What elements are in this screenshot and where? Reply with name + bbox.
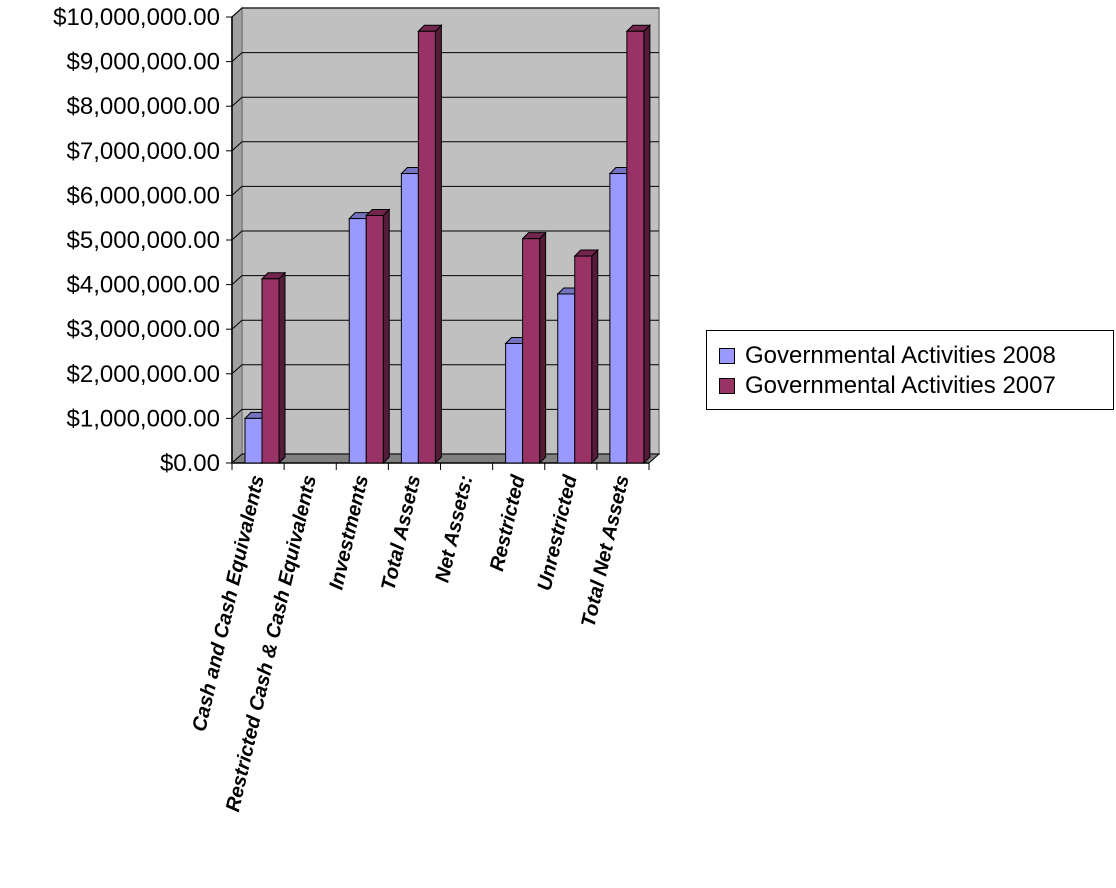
y-tick-label: $10,000,000.00 (53, 4, 220, 31)
category-label: Total Assets (377, 473, 425, 592)
bar-front (574, 255, 593, 464)
gridline (231, 96, 659, 107)
category-label: Net Assets: (431, 473, 477, 584)
bar (573, 248, 599, 465)
gridline (231, 7, 659, 18)
bar (521, 231, 547, 465)
y-tick-label: $9,000,000.00 (67, 49, 220, 76)
bar-front (626, 30, 645, 464)
bar-side (539, 231, 547, 465)
gridline (231, 275, 659, 285)
bar-side (643, 24, 651, 465)
category-label: Unrestricted (534, 472, 582, 593)
bar-side (382, 208, 390, 465)
y-tick-label: $8,000,000.00 (67, 93, 220, 120)
y-tick-label: $5,000,000.00 (67, 227, 220, 254)
bar-front (609, 173, 628, 464)
bar-front (400, 173, 419, 464)
gridline (231, 52, 659, 62)
gridline (231, 319, 659, 330)
legend-item-2008: Governmental Activities 2008 (719, 341, 1056, 371)
category-label: Investments (325, 473, 373, 592)
bar (260, 271, 287, 465)
bar-front (522, 238, 541, 464)
y-tick-label: $7,000,000.00 (67, 138, 220, 165)
legend-label-2007: Governmental Activities 2007 (745, 372, 1056, 399)
bar-side (434, 24, 442, 465)
bar-side (591, 248, 599, 465)
legend-item-2007: Governmental Activities 2007 (719, 371, 1056, 401)
legend: Governmental Activities 2008 Governmenta… (706, 330, 1114, 410)
bar (365, 208, 391, 465)
gridline (231, 141, 659, 152)
y-tick-label: $0.00 (160, 450, 220, 477)
category-label: Total Net Assets (577, 473, 633, 629)
bar-front (244, 417, 263, 464)
bar-front (557, 293, 576, 464)
bar-front (417, 30, 436, 464)
bar-front (348, 218, 367, 464)
y-tick-label: $1,000,000.00 (67, 405, 220, 432)
legend-swatch-2008 (719, 348, 735, 364)
bar-front (261, 278, 280, 464)
gridline (231, 185, 659, 196)
bar-front (365, 214, 384, 464)
y-tick-label: $3,000,000.00 (67, 316, 220, 343)
bar (417, 24, 443, 465)
bar (625, 24, 652, 465)
gridline (231, 230, 659, 241)
y-tick-label: $2,000,000.00 (67, 361, 220, 388)
y-axis: $0.00 $1,000,000.00 $2,000,000.00 $3,000,00… (53, 4, 233, 477)
y-tick-label: $4,000,000.00 (67, 272, 220, 299)
legend-swatch-2007 (719, 378, 735, 394)
y-tick-label: $6,000,000.00 (67, 182, 220, 209)
bars (243, 24, 652, 465)
bar-side (278, 271, 286, 465)
category-label: Restricted (486, 472, 530, 573)
legend-label-2008: Governmental Activities 2008 (745, 342, 1056, 369)
bar-front (505, 342, 524, 464)
